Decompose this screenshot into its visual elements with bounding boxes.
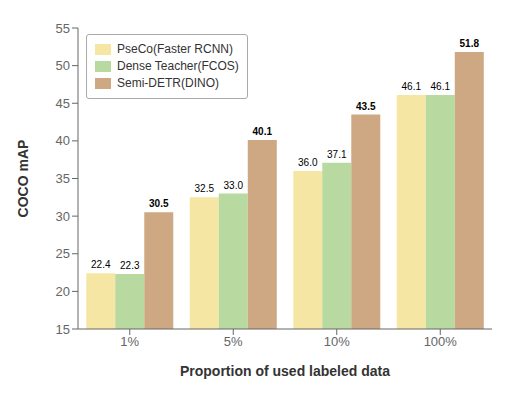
svg-text:25: 25 — [56, 246, 70, 261]
svg-text:37.1: 37.1 — [327, 149, 347, 160]
svg-text:40.1: 40.1 — [253, 126, 273, 137]
svg-text:Proportion of used labeled dat: Proportion of used labeled data — [180, 363, 390, 379]
svg-text:22.4: 22.4 — [91, 259, 111, 270]
svg-text:40: 40 — [56, 133, 70, 148]
svg-text:35: 35 — [56, 171, 70, 186]
svg-text:32.5: 32.5 — [195, 183, 215, 194]
svg-text:30: 30 — [56, 209, 70, 224]
svg-text:COCO mAP: COCO mAP — [15, 140, 31, 218]
svg-text:20: 20 — [56, 284, 70, 299]
svg-text:5%: 5% — [224, 334, 243, 349]
svg-text:43.5: 43.5 — [356, 101, 376, 112]
svg-text:10%: 10% — [324, 334, 350, 349]
svg-text:33.0: 33.0 — [224, 180, 244, 191]
svg-text:46.1: 46.1 — [402, 81, 422, 92]
svg-text:15: 15 — [56, 322, 70, 337]
html-text:Semi-DETR(DINO): Semi-DETR(DINO) — [117, 76, 219, 90]
svg-text:30.5: 30.5 — [149, 198, 169, 209]
svg-text:1%: 1% — [120, 334, 139, 349]
svg-text:22.3: 22.3 — [120, 260, 140, 271]
svg-text:50: 50 — [56, 58, 70, 73]
svg-text:36.0: 36.0 — [298, 157, 318, 168]
svg-text:46.1: 46.1 — [431, 81, 451, 92]
svg-text:51.8: 51.8 — [460, 38, 480, 49]
svg-text:55: 55 — [56, 21, 70, 36]
svg-text:45: 45 — [56, 96, 70, 111]
html-text:PseCo(Faster RCNN): PseCo(Faster RCNN) — [117, 42, 233, 56]
svg-text:100%: 100% — [424, 334, 458, 349]
html-text:Dense Teacher(FCOS): Dense Teacher(FCOS) — [117, 59, 239, 73]
